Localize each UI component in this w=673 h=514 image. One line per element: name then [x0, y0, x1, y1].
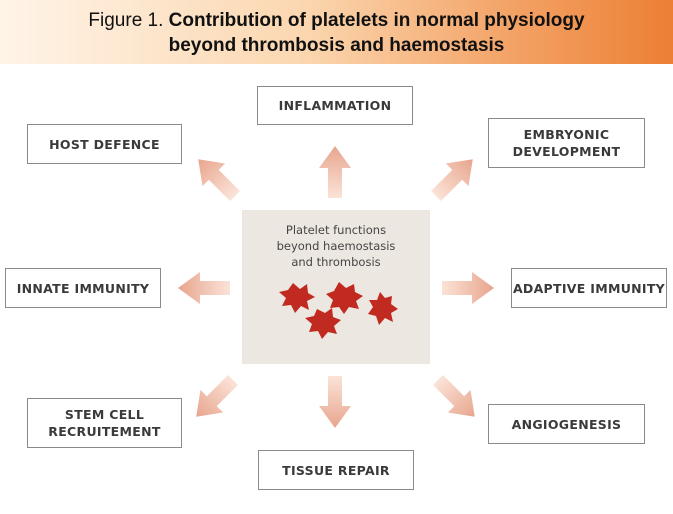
node-host-defence: HOST DEFENCE: [27, 124, 182, 164]
node-angiogenesis-label: ANGIOGENESIS: [511, 416, 622, 432]
arrow-up-right: [424, 147, 485, 208]
node-host-defence-label: HOST DEFENCE: [49, 136, 160, 152]
center-caption: Platelet functions beyond haemostasis an…: [242, 222, 430, 270]
title-line-1: Figure 1. Contribution of platelets in n…: [0, 8, 673, 33]
node-innate-immunity-label: INNATE IMMUNITY: [16, 280, 150, 296]
arrow-down: [319, 376, 351, 428]
platelet-2: [326, 282, 363, 314]
node-stem-cell-label-1: STEM CELL: [64, 407, 145, 422]
center-line-2: beyond haemostasis: [276, 239, 396, 253]
node-tissue-repair-label: TISSUE REPAIR: [282, 462, 390, 478]
node-innate-immunity: INNATE IMMUNITY: [5, 268, 161, 308]
node-stem-cell-label-2: RECRUITEMENT: [48, 424, 161, 439]
node-adaptive-immunity-label: ADAPTIVE IMMUNITY: [512, 280, 666, 296]
node-stem-cell-recruitement: STEM CELL RECRUITEMENT: [27, 398, 182, 448]
node-adaptive-immunity: ADAPTIVE IMMUNITY: [511, 268, 667, 308]
title-banner: [0, 0, 673, 64]
arrow-down-right: [426, 368, 487, 429]
node-embryonic-development: EMBRYONIC DEVELOPMENT: [488, 118, 645, 168]
node-tissue-repair: TISSUE REPAIR: [258, 450, 414, 490]
title-text-1: Contribution of platelets in normal phys…: [168, 10, 585, 31]
title-text-2: beyond thrombosis and haemostasis: [168, 35, 505, 56]
arrow-up: [319, 146, 351, 198]
node-inflammation-label: INFLAMMATION: [278, 98, 392, 113]
platelets-illustration: [279, 282, 398, 339]
node-angiogenesis: ANGIOGENESIS: [488, 404, 645, 444]
platelet-3: [305, 308, 341, 339]
node-embryonic-label-1: EMBRYONIC: [523, 127, 610, 142]
arrow-down-left: [184, 368, 245, 429]
arrow-right: [442, 272, 494, 304]
arrow-left: [178, 272, 230, 304]
platelet-4: [368, 292, 398, 325]
node-embryonic-label-2: DEVELOPMENT: [512, 144, 621, 159]
node-inflammation: INFLAMMATION: [257, 86, 413, 125]
figure-label: Figure 1.: [88, 10, 164, 31]
platelet-1: [279, 283, 315, 313]
center-line-1: Platelet functions: [285, 223, 387, 237]
figure-title: Figure 1. Contribution of platelets in n…: [0, 8, 673, 58]
center-line-3: and thrombosis: [291, 255, 381, 269]
arrow-up-left: [186, 147, 247, 208]
center-panel: Platelet functions beyond haemostasis an…: [242, 210, 430, 364]
